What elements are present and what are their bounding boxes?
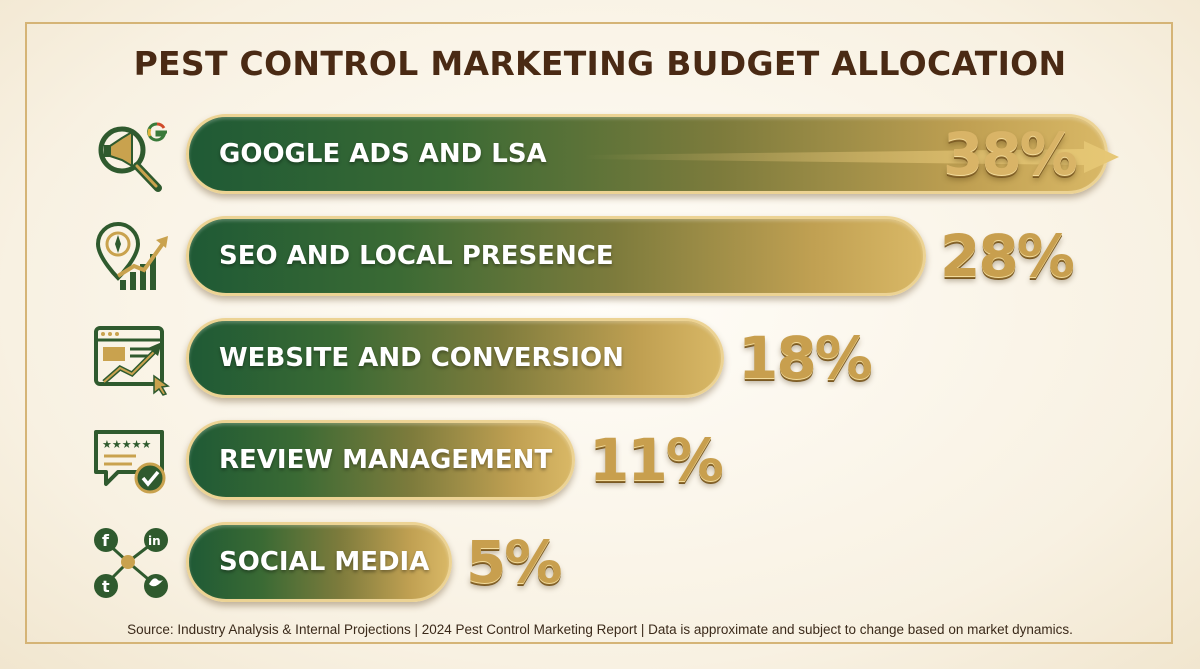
- value-label-social: 5%: [466, 528, 562, 596]
- bar-website: WEBSITE AND CONVERSION: [186, 318, 724, 398]
- bar-seo: SEO AND LOCAL PRESENCE: [186, 216, 926, 296]
- arrow-icon: [584, 141, 1119, 173]
- bar-row-seo: SEO AND LOCAL PRESENCE 28%: [0, 214, 1200, 298]
- svg-text:★★★★★: ★★★★★: [102, 438, 151, 451]
- bar-social: SOCIAL MEDIA: [186, 522, 452, 602]
- value-label-seo: 28%: [940, 222, 1075, 290]
- bar-row-website: WEBSITE AND CONVERSION 18%: [0, 316, 1200, 400]
- bar-row-social: f in t SOCIAL MEDIA 5%: [0, 520, 1200, 604]
- source-note: Source: Industry Analysis & Internal Pro…: [127, 622, 1073, 637]
- bar-row-review: ★★★★★ REVIEW MANAGEMENT 11%: [0, 418, 1200, 502]
- social-share-network-icon: f in t: [92, 524, 172, 600]
- bar-label-review: REVIEW MANAGEMENT: [219, 445, 553, 475]
- bar-label-social: SOCIAL MEDIA: [219, 547, 430, 577]
- bar-label-website: WEBSITE AND CONVERSION: [219, 343, 624, 373]
- bar-row-google-ads: GOOGLE ADS AND LSA 38%: [0, 112, 1200, 196]
- svg-text:in: in: [148, 534, 161, 548]
- svg-text:t: t: [102, 577, 110, 596]
- review-stars-check-icon: ★★★★★: [92, 422, 172, 498]
- value-label-website: 18%: [738, 324, 873, 392]
- value-label-review: 11%: [589, 426, 724, 494]
- megaphone-search-google-icon: [92, 116, 172, 192]
- svg-text:f: f: [102, 531, 110, 550]
- value-label-google-ads: 38%: [943, 120, 1078, 188]
- bar-google-ads: GOOGLE ADS AND LSA: [186, 114, 1119, 194]
- decorative-frame: [25, 22, 1173, 644]
- bar-review: REVIEW MANAGEMENT: [186, 420, 575, 500]
- website-growth-cursor-icon: [92, 320, 172, 396]
- chart-title: PEST CONTROL MARKETING BUDGET ALLOCATION: [133, 44, 1067, 83]
- bar-label-google-ads: GOOGLE ADS AND LSA: [219, 139, 547, 169]
- location-compass-growth-icon: [92, 218, 172, 294]
- bar-label-seo: SEO AND LOCAL PRESENCE: [219, 241, 614, 271]
